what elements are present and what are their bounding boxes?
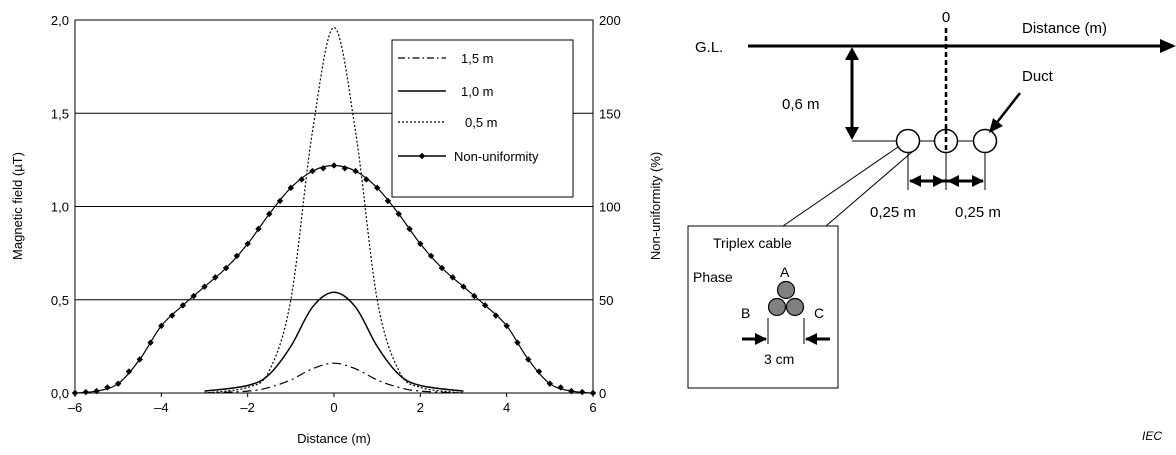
duct-right [972,128,998,154]
left-axis-ticks: 0,0 0,5 1,0 1,5 2,0 [51,13,69,401]
y-axis-label: Magnetic field (µT) [10,152,25,260]
legend-label-0-5m: 0,5 m [465,115,498,130]
spacing-arrowhead-1 [909,175,921,187]
depth-arrowhead-bottom [845,127,859,140]
depth-arrowhead-top [845,47,859,60]
x-tick-label-6: 6 [589,400,596,415]
series-marker-non-uniformity [125,368,133,375]
series-marker-non-uniformity [514,339,521,346]
iec-credit: IEC [1142,429,1162,443]
y2-tick-label-1: 50 [599,293,613,308]
y2-axis-label: Non-uniformity (%) [648,152,663,260]
callout-leader-2 [825,151,913,227]
series-line-non-uniformity [74,164,594,394]
legend: 1,5 m 1,0 m 0,5 m Non-uniformity [391,39,574,198]
series-marker-non-uniformity [535,368,543,375]
phase-c-label: C [814,305,824,321]
origin-label: 0 [942,9,950,26]
cable-width-arrowhead-right [805,333,817,345]
y-tick-label-3: 1,5 [51,106,69,121]
cable-width-label: 3 cm [764,351,794,367]
legend-box [391,39,574,198]
spacing-label-right: 0,25 m [955,204,1001,221]
series-marker-non-uniformity [71,389,79,397]
series-marker-non-uniformity [309,167,316,175]
series-marker-non-uniformity [82,388,89,396]
series-marker-non-uniformity [147,339,154,346]
duct-label: Duct [1022,68,1054,85]
distance-axis-label: Distance (m) [1022,20,1107,37]
conductor-b [767,297,787,317]
spacing-arrowhead-3 [947,175,959,187]
spacing-arrowhead-4 [972,175,984,187]
series-marker-non-uniformity [330,162,338,169]
conductor-c [785,297,805,317]
x-axis-label: Distance (m) [297,431,371,446]
legend-label-1-5m: 1,5 m [461,51,494,66]
phase-b-label: B [741,305,750,321]
ground-level-label: G.L. [695,39,723,56]
y2-tick-label-3: 150 [599,106,621,121]
series-marker-non-uniformity [298,176,305,183]
y-tick-label-2: 1,0 [51,200,69,215]
spacing-arrowhead-2 [933,175,945,187]
duct-left [895,128,921,154]
y2-tick-label-0: 0 [599,386,606,401]
callout-leader-1 [782,146,899,227]
phase-label: Phase [693,269,733,285]
series-marker-non-uniformity [589,389,597,397]
x-tick-label-1: –4 [154,400,168,415]
y-tick-label-0: 0,0 [51,386,69,401]
triplex-callout-box [687,225,839,389]
cable-width-arrowhead-left [755,333,767,345]
legend-label-1-0m: 1,0 m [461,84,494,99]
x-axis-ticks: –6 –4 –2 0 2 4 6 [68,393,597,415]
series-group [71,26,597,397]
x-tick-label-2: –2 [240,400,254,415]
y-tick-label-4: 2,0 [51,13,69,28]
cable-layout-diagram: G.L. 0 Distance (m) 0,6 m Duct 0,25 m 0,… [687,9,1176,389]
x-tick-label-4: 2 [417,400,424,415]
phase-a-label: A [780,264,790,280]
y2-tick-label-2: 100 [599,200,621,215]
y-tick-label-1: 0,5 [51,293,69,308]
duct-pointer-line [994,92,1021,126]
legend-label-non-uniformity: Non-uniformity [454,149,539,164]
distance-arrowhead [1160,39,1176,53]
series-marker-non-uniformity [579,388,586,396]
conductor-a [776,280,796,300]
x-tick-label-5: 4 [503,400,510,415]
duct-pointer-head [989,118,1003,133]
y2-tick-label-4: 200 [599,13,621,28]
series-line-1-5-m [204,362,464,394]
x-tick-label-0: –6 [68,400,82,415]
depth-label: 0,6 m [782,96,820,113]
callout-title: Triplex cable [713,235,792,251]
series-marker-non-uniformity [352,167,359,175]
spacing-label-left: 0,25 m [870,204,916,221]
series-marker-non-uniformity [363,176,370,183]
series-line-1-0-m [204,291,464,392]
right-axis-ticks: 0 50 100 150 200 [599,13,621,401]
x-tick-label-3: 0 [330,400,337,415]
series-line-0-5-m [204,26,464,394]
